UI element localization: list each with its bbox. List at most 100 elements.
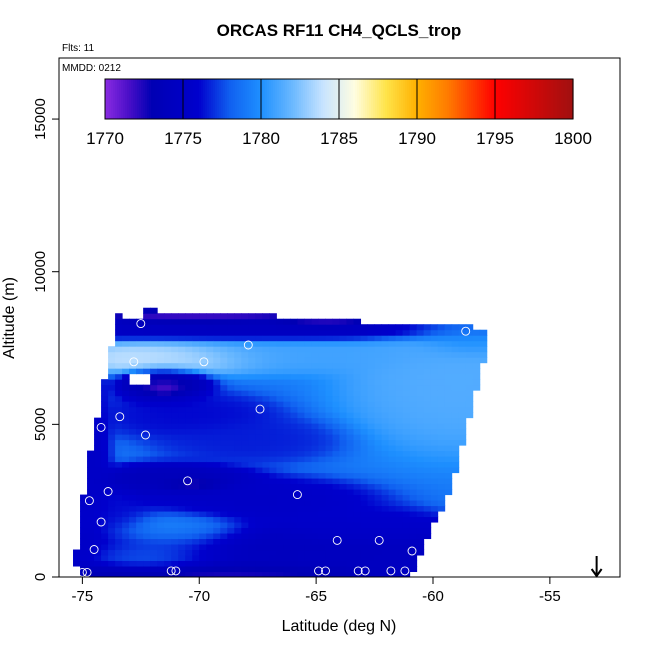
heatmap-cell xyxy=(150,368,158,375)
heatmap-cell xyxy=(255,489,263,496)
heatmap-cell xyxy=(227,401,235,408)
heatmap-cell xyxy=(255,445,263,452)
heatmap-cell xyxy=(325,368,333,375)
heatmap-cell xyxy=(192,423,200,430)
heatmap-cell xyxy=(199,434,207,441)
heatmap-cell xyxy=(360,401,369,408)
heatmap-cell xyxy=(248,346,256,353)
heatmap-cell xyxy=(234,390,242,397)
heatmap-cell xyxy=(192,560,200,567)
colorbar-segment xyxy=(139,79,142,119)
colorbar-segment xyxy=(503,79,506,119)
heatmap-cell xyxy=(416,324,425,331)
heatmap-cell xyxy=(220,434,228,441)
heatmap-cell xyxy=(283,467,291,474)
heatmap-cell xyxy=(416,527,425,534)
colorbar-segment xyxy=(521,79,524,119)
heatmap-cell xyxy=(157,527,165,534)
heatmap-cell xyxy=(346,560,355,567)
heatmap-cell xyxy=(360,412,369,419)
heatmap-cell xyxy=(206,472,214,479)
heatmap-cell xyxy=(178,401,186,408)
heatmap-cell xyxy=(325,346,333,353)
heatmap-cell xyxy=(234,434,242,441)
heatmap-cell xyxy=(416,544,425,551)
heatmap-cell xyxy=(395,357,404,364)
heatmap-cell xyxy=(241,571,249,578)
heatmap-cell xyxy=(136,401,144,408)
heatmap-cell xyxy=(143,483,151,490)
heatmap-cell xyxy=(164,516,172,523)
heatmap-cell xyxy=(388,445,397,452)
heatmap-cell xyxy=(367,483,376,490)
colorbar-segment xyxy=(339,79,342,119)
heatmap-cell xyxy=(430,324,439,331)
heatmap-cell xyxy=(115,445,123,452)
flights-label: Flts: 11 xyxy=(62,43,94,54)
colorbar-segment xyxy=(331,79,334,119)
heatmap-cell xyxy=(451,324,460,331)
heatmap-cell xyxy=(206,549,214,556)
heatmap-cell xyxy=(220,527,228,534)
heatmap-cell xyxy=(367,544,376,551)
heatmap-cell xyxy=(108,373,116,380)
colorbar-segment xyxy=(413,79,416,119)
heatmap-cell xyxy=(437,368,446,375)
heatmap-cell xyxy=(241,505,249,512)
colorbar-segment xyxy=(319,79,322,119)
heatmap-cell xyxy=(171,390,179,397)
heatmap-cell xyxy=(199,456,207,463)
observation-point xyxy=(353,566,363,576)
heatmap-cell xyxy=(87,472,95,479)
heatmap-cell xyxy=(255,461,263,468)
heatmap-cell xyxy=(220,401,228,408)
heatmap-cell xyxy=(444,439,453,446)
heatmap-cell xyxy=(269,412,277,419)
heatmap-cell xyxy=(234,549,242,556)
observation-point xyxy=(96,422,106,432)
heatmap-cell xyxy=(465,335,474,342)
heatmap-cell xyxy=(255,549,263,556)
colorbar-segment xyxy=(351,79,354,119)
heatmap-cell xyxy=(290,544,298,551)
heatmap-cell xyxy=(367,362,376,369)
heatmap-cell xyxy=(325,560,333,567)
colorbar-segment xyxy=(279,79,282,119)
heatmap-cell xyxy=(262,384,270,391)
heatmap-cell xyxy=(206,456,214,463)
heatmap-cell xyxy=(150,357,158,364)
heatmap-cell xyxy=(290,511,298,518)
heatmap-cell xyxy=(185,505,193,512)
heatmap-cell xyxy=(353,390,362,397)
heatmap-cell xyxy=(276,511,284,518)
heatmap-cell xyxy=(325,516,333,523)
heatmap-cell xyxy=(276,340,284,347)
colorbar-segment xyxy=(437,79,440,119)
colorbar-segment xyxy=(547,79,550,119)
colorbar-segment xyxy=(465,79,468,119)
heatmap-cell xyxy=(367,566,376,573)
observation-point xyxy=(407,546,417,556)
heatmap-cell xyxy=(283,450,291,457)
heatmap-cell xyxy=(472,379,481,386)
heatmap-cell xyxy=(311,500,319,507)
heatmap-cell xyxy=(318,483,326,490)
heatmap-cell xyxy=(297,384,305,391)
heatmap-cell xyxy=(402,368,411,375)
heatmap-cell xyxy=(157,401,165,408)
heatmap-cell xyxy=(164,335,172,342)
heatmap-cell xyxy=(402,500,411,507)
heatmap-cell xyxy=(381,362,390,369)
heatmap-cell xyxy=(409,467,418,474)
heatmap-cell xyxy=(164,368,172,375)
heatmap-cell xyxy=(437,329,446,336)
heatmap-cell xyxy=(150,549,158,556)
heatmap-cell xyxy=(318,335,326,342)
heatmap-cell xyxy=(255,450,263,457)
heatmap-cell xyxy=(360,395,369,402)
heatmap-cell xyxy=(276,533,284,540)
heatmap-cell xyxy=(185,478,193,485)
heatmap-cell xyxy=(325,505,333,512)
colorbar-segment xyxy=(541,79,544,119)
heatmap-cell xyxy=(122,467,130,474)
